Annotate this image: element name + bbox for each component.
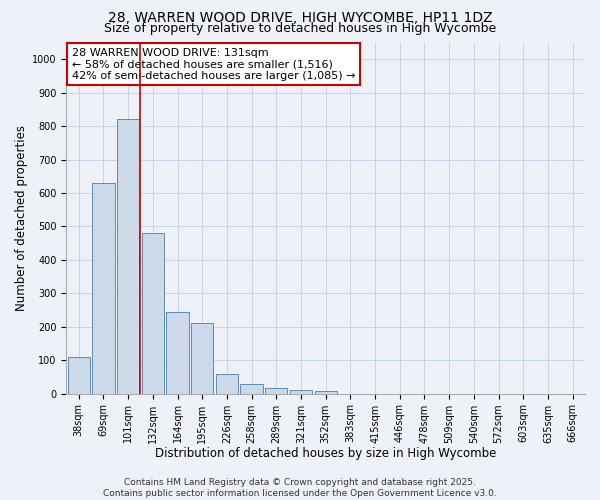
Bar [290, 390, 312, 394]
Text: Size of property relative to detached houses in High Wycombe: Size of property relative to detached ho… [104, 22, 496, 35]
Y-axis label: Number of detached properties: Number of detached properties [15, 125, 28, 311]
Text: 28 WARREN WOOD DRIVE: 131sqm
← 58% of detached houses are smaller (1,516)
42% of: 28 WARREN WOOD DRIVE: 131sqm ← 58% of de… [71, 48, 355, 81]
Bar [191, 324, 214, 394]
Bar [117, 120, 139, 394]
Text: Contains HM Land Registry data © Crown copyright and database right 2025.
Contai: Contains HM Land Registry data © Crown c… [103, 478, 497, 498]
Bar [314, 391, 337, 394]
Bar [166, 312, 188, 394]
Bar [68, 358, 90, 394]
Text: 28, WARREN WOOD DRIVE, HIGH WYCOMBE, HP11 1DZ: 28, WARREN WOOD DRIVE, HIGH WYCOMBE, HP1… [107, 11, 493, 25]
Bar [265, 388, 287, 394]
X-axis label: Distribution of detached houses by size in High Wycombe: Distribution of detached houses by size … [155, 447, 496, 460]
Bar [216, 374, 238, 394]
Bar [142, 233, 164, 394]
Bar [92, 183, 115, 394]
Bar [241, 384, 263, 394]
